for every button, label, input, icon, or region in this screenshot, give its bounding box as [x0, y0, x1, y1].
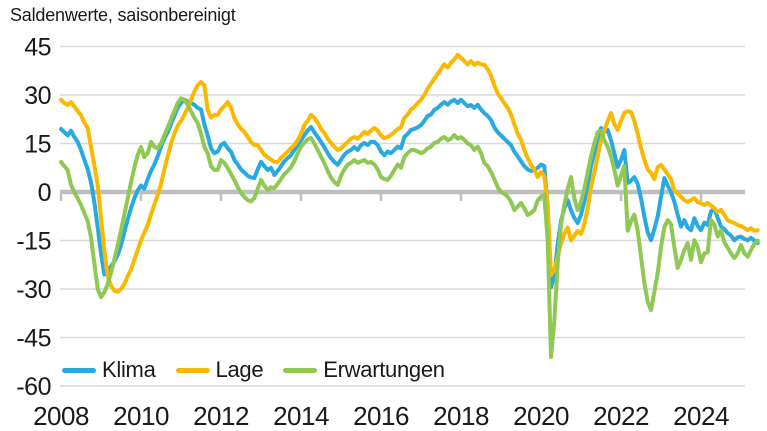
legend: Klima Lage Erwartungen: [62, 357, 445, 383]
x-axis-label: 2014: [273, 401, 329, 431]
x-axis-label: 2012: [193, 401, 249, 431]
x-axis-label: 2010: [113, 401, 169, 431]
x-axis-label: 2016: [353, 401, 409, 431]
y-axis-label: -30: [16, 276, 51, 304]
chart-title: Saldenwerte, saisonbereinigt: [10, 5, 236, 25]
x-axis-label: 2018: [433, 401, 489, 431]
legend-swatch-klima-icon: [62, 367, 96, 373]
legend-swatch-erwartungen-icon: [283, 367, 318, 373]
series-erwartungen: [59, 96, 760, 359]
legend-item-lage: Lage: [175, 357, 264, 383]
x-axis-label: 2020: [513, 401, 569, 431]
x-axis-label: 2008: [33, 401, 89, 431]
y-axis-label: 15: [24, 131, 51, 159]
y-axis-label: -45: [16, 325, 51, 353]
y-axis-label: 45: [24, 34, 51, 62]
series-lage: [59, 52, 760, 294]
legend-item-klima: Klima: [62, 357, 156, 383]
x-axis-label: 2022: [593, 401, 649, 431]
legend-label-erwartungen: Erwartungen: [323, 357, 445, 382]
legend-swatch-lage-icon: [175, 367, 210, 373]
y-axis-label: 0: [38, 179, 51, 207]
y-axis-label: -15: [16, 228, 51, 256]
legend-label-klima: Klima: [102, 357, 156, 382]
y-axis-label: 30: [24, 82, 51, 110]
legend-item-erwartungen: Erwartungen: [283, 357, 445, 383]
legend-label-lage: Lage: [215, 357, 264, 382]
y-axis-label: -60: [16, 373, 51, 401]
x-axis-label: 2024: [673, 401, 729, 431]
